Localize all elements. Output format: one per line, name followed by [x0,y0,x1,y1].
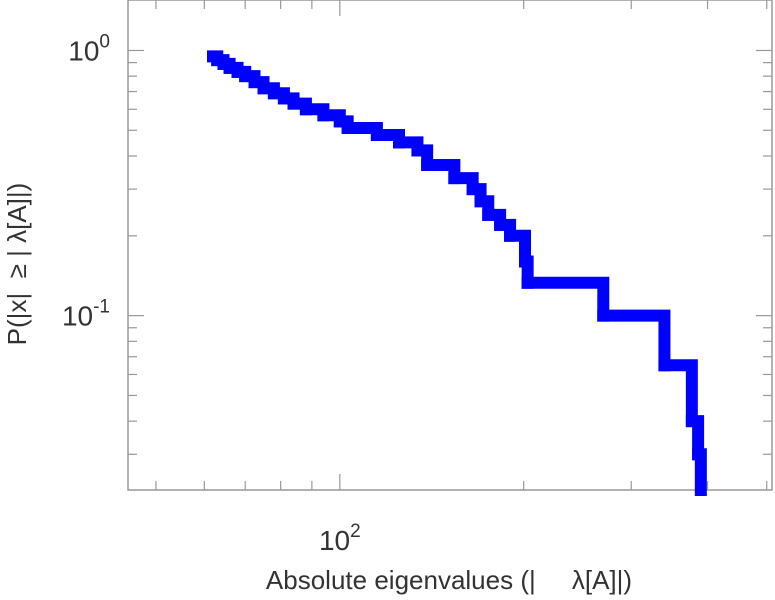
data-step [521,276,610,322]
x-tick-label: 102 [319,521,361,556]
data-step [504,229,532,268]
data-step [658,359,698,428]
data-step [685,415,705,461]
data-step [692,448,707,496]
series-layer [207,50,707,496]
minor-ticks [128,0,772,490]
tick-labels: 100 10-1 102 [62,31,361,556]
plot-area [127,0,773,491]
data-step [519,255,534,289]
data-step [597,309,671,372]
x-axis-label: Absolute eigenvalues (| λ[A]|) [266,565,632,595]
y-tick-label: 10-1 [62,297,110,332]
y-axis-label: P(|x| ≥ | λ[A]|) [2,183,32,346]
y-tick-label: 100 [68,31,110,66]
